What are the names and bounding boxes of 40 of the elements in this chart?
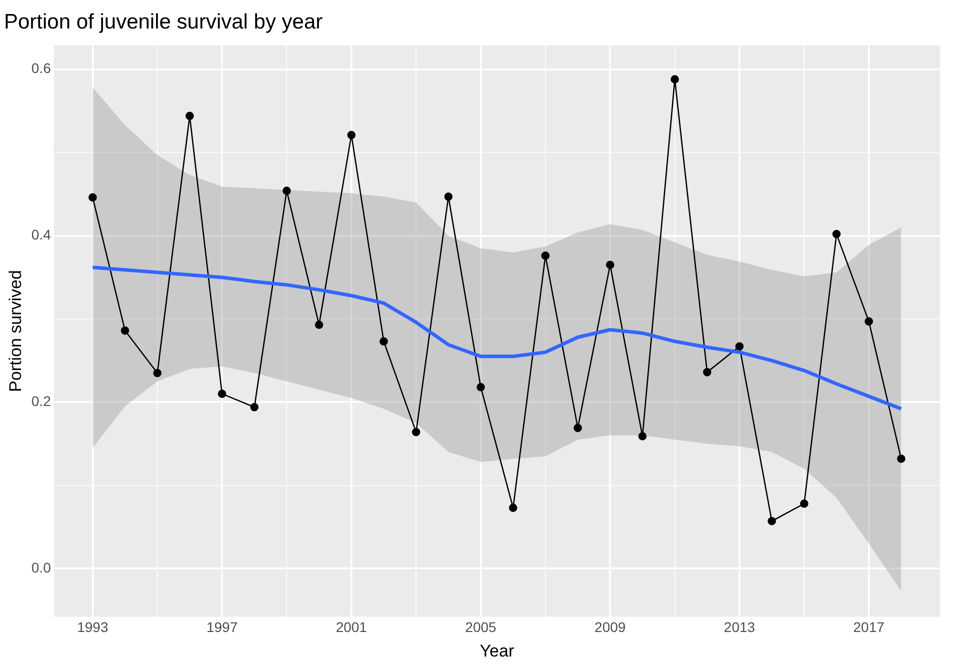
chart-title: Portion of juvenile survival by year: [4, 10, 323, 34]
point: [897, 454, 906, 463]
point: [218, 390, 226, 398]
x-tick-label: 2013: [724, 619, 756, 636]
point: [832, 230, 841, 238]
y-axis-title: Portion survived: [6, 270, 25, 392]
point: [638, 432, 647, 440]
point: [314, 320, 324, 329]
point: [347, 130, 356, 140]
point: [476, 383, 485, 392]
point: [541, 252, 550, 260]
x-tick-label: 1997: [206, 619, 238, 636]
point: [412, 428, 420, 436]
point: [153, 368, 162, 378]
point: [606, 260, 614, 270]
point: [88, 193, 97, 202]
point: [800, 499, 808, 508]
point: [574, 424, 582, 432]
x-tick-label: 2005: [465, 619, 497, 636]
x-axis-title: Year: [480, 641, 514, 660]
x-tick-label: 2009: [594, 619, 626, 636]
point: [768, 516, 776, 526]
y-tick-label: 0.6: [31, 60, 52, 76]
x-tick-label: 2017: [853, 619, 885, 636]
point: [864, 317, 873, 326]
point: [670, 75, 679, 84]
y-tick-label: 0.0: [31, 559, 52, 576]
point: [250, 402, 259, 412]
point: [380, 337, 388, 346]
point: [508, 504, 518, 512]
point: [735, 342, 744, 351]
x-tick-label: 2001: [336, 619, 368, 636]
point: [702, 368, 712, 376]
point: [120, 326, 130, 335]
point: [282, 186, 291, 195]
x-tick-label: 1993: [77, 619, 108, 636]
y-tick-label: 0.2: [31, 392, 52, 409]
point: [186, 112, 194, 120]
point: [444, 192, 453, 201]
y-tick-label: 0.4: [31, 226, 52, 243]
